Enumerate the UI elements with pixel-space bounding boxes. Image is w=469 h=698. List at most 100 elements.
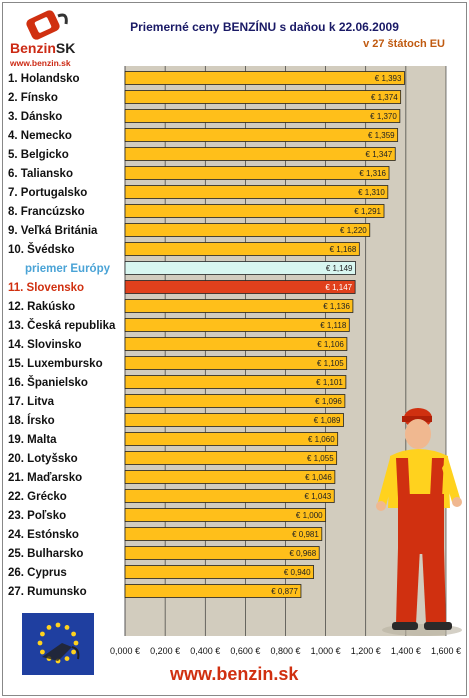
x-axis-ticks: 0,000 € 0,200 € 0,400 € 0,600 € 0,800 € 1,000… <box>110 646 461 656</box>
bar <box>124 337 348 351</box>
bar <box>124 185 389 199</box>
category-label: 5. Belgicko <box>8 149 69 161</box>
bar <box>124 584 302 598</box>
star-icon <box>71 649 76 655</box>
value-label: € 1,168 <box>330 245 357 254</box>
value-label: € 1,055 <box>307 454 334 463</box>
bar <box>124 90 402 104</box>
x-tick-label: 1,200 € <box>351 646 381 656</box>
value-label: € 1,220 <box>340 226 367 235</box>
bar <box>124 318 350 332</box>
bar <box>124 470 336 484</box>
category-label: 20. Lotyšsko <box>8 453 78 465</box>
bar <box>124 128 399 142</box>
category-label: 24. Estónsko <box>8 529 79 541</box>
category-label: 11. Slovensko <box>8 282 84 294</box>
value-label: € 1,370 <box>370 112 397 121</box>
value-label: € 0,968 <box>290 549 317 558</box>
bar <box>124 451 338 465</box>
bar <box>124 242 360 256</box>
logo-brand: BenzinSK <box>10 40 76 56</box>
logo-url: www.benzin.sk <box>10 58 71 68</box>
bar <box>124 71 405 85</box>
category-label: 19. Malta <box>8 434 57 446</box>
value-label: € 1,060 <box>308 435 335 444</box>
category-label: 3. Dánsko <box>8 111 62 123</box>
value-label: € 1,316 <box>359 169 386 178</box>
category-label: 15. Luxembursko <box>8 358 103 370</box>
category-label: 26. Cyprus <box>8 567 67 579</box>
bar <box>124 261 356 275</box>
star-icon <box>71 631 76 637</box>
bar <box>124 299 354 313</box>
value-label: € 1,149 <box>326 264 353 273</box>
eu-flag-icon <box>22 613 94 675</box>
value-label: € 1,291 <box>354 207 381 216</box>
category-label: 25. Bulharsko <box>8 548 83 560</box>
star-icon <box>40 631 45 637</box>
value-label: € 1,347 <box>366 150 393 159</box>
star-icon <box>55 622 61 628</box>
x-tick-label: 1,400 € <box>391 646 421 656</box>
category-label: 23. Poľsko <box>8 510 66 522</box>
bar <box>124 508 327 522</box>
bars: € 1,393 € 1,374 € 1,370 € 1,359 € 1,347 € 1,3… <box>124 71 405 598</box>
bar <box>124 375 347 389</box>
category-labels: 1. Holandsko 2. Fínsko 3. Dánsko 4. Nemecko… <box>8 73 116 598</box>
value-label: € 1,393 <box>375 74 402 83</box>
category-label: 17. Litva <box>8 396 55 408</box>
bar <box>124 223 371 237</box>
category-label: 4. Nemecko <box>8 130 72 142</box>
x-tick-label: 0,800 € <box>270 646 300 656</box>
bar <box>124 413 344 427</box>
bar <box>124 204 385 218</box>
x-tick-label: 1,600 € <box>431 646 461 656</box>
category-label: priemer Európy <box>25 263 111 275</box>
bar <box>124 147 396 161</box>
value-label: € 1,000 <box>296 511 323 520</box>
value-label: € 1,096 <box>315 397 342 406</box>
value-label: € 1,043 <box>305 492 332 501</box>
category-label: 27. Rumunsko <box>8 586 87 598</box>
category-label: 1. Holandsko <box>8 73 80 85</box>
fuel-nozzle-icon <box>26 10 68 40</box>
category-label: 18. Írsko <box>8 414 55 427</box>
star-icon <box>46 625 52 630</box>
x-tick-label: 1,000 € <box>311 646 341 656</box>
category-label: 2. Fínsko <box>8 92 58 104</box>
star-icon <box>40 649 45 655</box>
value-label: € 1,101 <box>316 378 343 387</box>
star-icon <box>37 640 43 646</box>
bar <box>124 166 390 180</box>
bar <box>124 109 401 123</box>
category-label: 9. Veľká Británia <box>8 225 98 237</box>
value-label: € 1,089 <box>314 416 341 425</box>
category-label: 14. Slovinsko <box>8 339 82 351</box>
value-label: € 1,046 <box>305 473 332 482</box>
chart-title: Priemerné ceny BENZÍNU s daňou k 22.06.2… <box>130 20 399 34</box>
value-label: € 1,105 <box>317 359 344 368</box>
bar <box>124 280 356 294</box>
x-tick-label: 0,200 € <box>150 646 180 656</box>
value-label: € 0,940 <box>284 568 311 577</box>
value-label: € 1,118 <box>320 321 347 330</box>
star-icon <box>64 625 70 630</box>
category-label: 8. Francúzsko <box>8 206 85 218</box>
star-icon <box>73 640 79 646</box>
category-label: 7. Portugalsko <box>8 187 87 199</box>
bar <box>124 432 339 446</box>
bar <box>124 394 346 408</box>
value-label: € 1,147 <box>325 283 352 292</box>
value-label: € 1,136 <box>323 302 350 311</box>
bar <box>124 527 323 541</box>
x-tick-label: 0,000 € <box>110 646 140 656</box>
bar <box>124 546 320 560</box>
category-label: 16. Španielsko <box>8 376 88 389</box>
chart-subtitle: v 27 štátoch EU <box>363 38 445 50</box>
value-label: € 1,106 <box>317 340 344 349</box>
mascot-illustration <box>376 408 462 636</box>
x-tick-label: 0,600 € <box>230 646 260 656</box>
footer-url: www.benzin.sk <box>170 664 299 684</box>
category-label: 12. Rakúsko <box>8 301 75 313</box>
